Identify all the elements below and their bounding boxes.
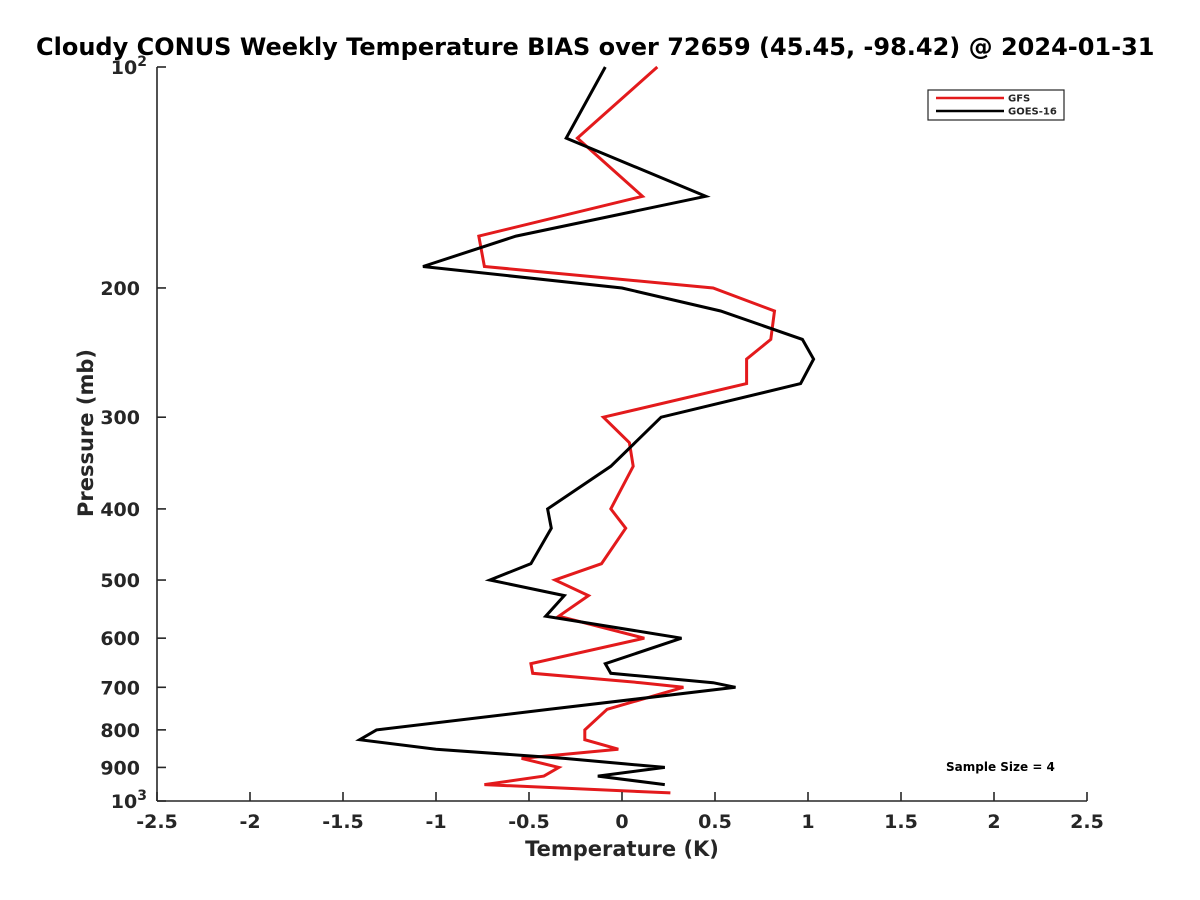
legend-label-goes16: GOES-16 bbox=[1008, 107, 1057, 118]
x-tick-label: 1 bbox=[801, 811, 814, 833]
series-line-gfs bbox=[477, 65, 777, 795]
y-tick-label: 900 bbox=[100, 757, 140, 779]
y-tick-label: 500 bbox=[100, 570, 140, 592]
x-tick-label: -1.5 bbox=[322, 811, 364, 833]
x-tick-label: 2.5 bbox=[1070, 811, 1104, 833]
chart-title: Cloudy CONUS Weekly Temperature BIAS ove… bbox=[36, 33, 1154, 61]
sample-size-annotation: Sample Size = 4 bbox=[946, 760, 1055, 774]
y-tick-label: 400 bbox=[100, 499, 140, 521]
y-tick-label: 600 bbox=[100, 628, 140, 650]
x-tick-label: 1.5 bbox=[884, 811, 918, 833]
y-tick-label: 200 bbox=[100, 278, 140, 300]
x-axis-label: Temperature (K) bbox=[525, 837, 719, 861]
series-line-goes-16 bbox=[355, 66, 816, 787]
legend-label-gfs: GFS bbox=[1008, 94, 1030, 105]
x-tick-label: 0.5 bbox=[698, 811, 732, 833]
y-tick-label: 103 bbox=[111, 788, 147, 813]
legend-box bbox=[927, 89, 1065, 121]
x-tick-label: 2 bbox=[987, 811, 1000, 833]
y-axis-ticks: 102 200 300 400 500 600 700 800 900 103 bbox=[100, 54, 166, 813]
y-axis-label: Pressure (mb) bbox=[74, 349, 98, 517]
y-tick-label: 300 bbox=[100, 407, 140, 429]
legend: GFS GOES-16 bbox=[927, 89, 1065, 121]
x-axis-ticks: -2.5 -2 -1.5 -1 -0.5 0 0.5 1 1.5 2 2.5 bbox=[136, 792, 1104, 833]
y-tick-label: 700 bbox=[100, 677, 140, 699]
x-tick-label: -2 bbox=[239, 811, 260, 833]
y-tick-label: 102 bbox=[111, 54, 147, 79]
x-tick-label: 0 bbox=[615, 811, 628, 833]
x-tick-label: -1 bbox=[425, 811, 446, 833]
x-tick-label: -2.5 bbox=[136, 811, 178, 833]
x-tick-label: -0.5 bbox=[508, 811, 550, 833]
y-tick-label: 800 bbox=[100, 720, 140, 742]
plot-area: -2.5 -2 -1.5 -1 -0.5 0 0.5 1 1.5 2 2.5 102 200 300 40… bbox=[100, 54, 1104, 833]
series-group bbox=[355, 65, 816, 795]
